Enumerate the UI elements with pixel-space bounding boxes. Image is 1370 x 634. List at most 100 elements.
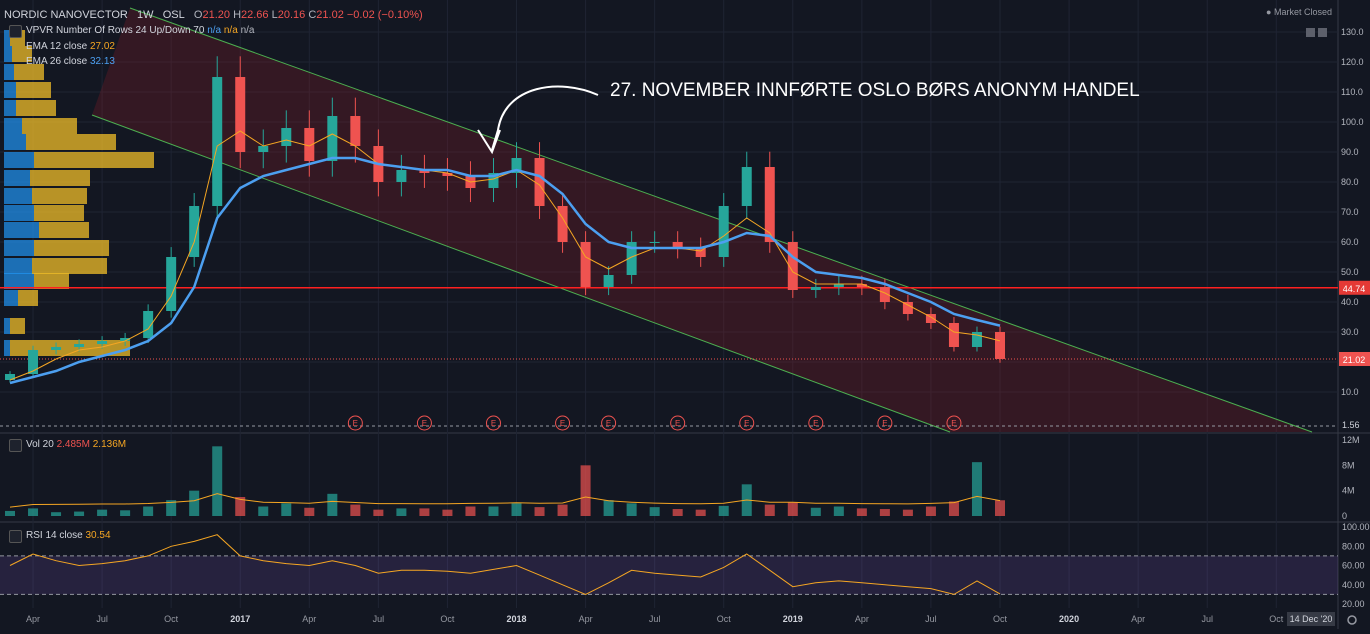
vpvr-up-bar [4, 170, 30, 186]
volume-bar [258, 506, 269, 516]
vpvr-down-bar [10, 318, 25, 334]
rsi-line [9, 534, 1001, 595]
volume-ma-line [9, 493, 1001, 508]
vpvr-down-bar [16, 82, 51, 98]
price-tick-label: 80.0 [1341, 177, 1359, 187]
price-tick-label: 40.0 [1341, 297, 1359, 307]
earnings-marker [555, 415, 571, 431]
screenshot-icon [1306, 28, 1315, 37]
open-label: O [193, 9, 203, 21]
earnings-marker [946, 415, 962, 431]
price-tick-label: 60.0 [1341, 237, 1359, 247]
price-tick-label: 130.0 [1341, 27, 1364, 37]
vpvr-up-bar [4, 188, 32, 204]
change-value: −0.02 (−0.10%) [346, 9, 423, 21]
earnings-marker-label: E [882, 419, 887, 428]
ema12-label: EMA 12 close [26, 41, 88, 52]
candle-body [5, 374, 15, 380]
rsi-collapse-button[interactable] [9, 530, 22, 543]
earnings-marker [601, 415, 617, 431]
candle-body [442, 173, 453, 176]
vpvr-down-bar [26, 134, 116, 150]
candle-body [695, 248, 706, 257]
symbol-interval[interactable]: 1W [137, 9, 154, 21]
earnings-marker-label: E [422, 419, 427, 428]
volume-bar [718, 505, 729, 516]
collapse-legend-button[interactable] [9, 25, 22, 38]
earnings-marker [416, 415, 432, 431]
rsi-band-fill [0, 555, 1338, 595]
volume-bar [488, 506, 499, 516]
vpvr-down-bar [39, 222, 89, 238]
volume-bar [948, 501, 959, 516]
vpvr-label: VPVR Number Of Rows 24 Up/Down 70 [26, 25, 205, 36]
ema12-value: 27.02 [89, 41, 115, 52]
close-value: 21.02 [316, 9, 344, 21]
vpvr-up-bar [4, 134, 26, 150]
candle-body [580, 242, 591, 287]
annotation-arrowhead [477, 129, 501, 155]
vpvr-up-bar [4, 258, 32, 274]
time-tick-label: Jul [649, 614, 661, 624]
candle-body [649, 242, 660, 243]
volume-bar [143, 506, 154, 516]
resistance-price-label: 44.74 [1343, 284, 1366, 294]
earnings-marker-label: E [744, 419, 749, 428]
price-tick-label: 90.0 [1341, 147, 1359, 157]
market-status: ● Market Closed [1266, 7, 1332, 17]
rsi-legend[interactable]: RSI 14 close 30.54 [26, 530, 111, 541]
candle-body [948, 323, 959, 347]
candle-body [488, 173, 499, 188]
volume-bar [971, 462, 982, 516]
volume-bar [235, 497, 246, 516]
candle-body [534, 158, 545, 206]
volume-bar [695, 509, 706, 516]
vpvr-up-bar [4, 152, 34, 168]
earnings-marker [670, 415, 686, 431]
vpvr-value-1: n/a [207, 25, 222, 36]
volume-bar [649, 507, 660, 516]
earnings-marker-label: E [951, 419, 956, 428]
vol-legend[interactable]: Vol 20 2.485M 2.136M [26, 439, 126, 450]
vpvr-down-bar [18, 290, 38, 306]
vol-collapse-button[interactable] [9, 439, 22, 452]
high-label: H [233, 9, 242, 21]
candle-body [143, 311, 154, 338]
candle-body [879, 287, 890, 302]
price-tick-label: 50.0 [1341, 267, 1359, 277]
time-tick-label: Jul [373, 614, 385, 624]
volume-bar [350, 504, 361, 516]
vpvr-down-bar [32, 258, 107, 274]
time-tick-label: Oct [1269, 614, 1284, 624]
vpvr-down-bar [12, 46, 32, 62]
ema26-legend[interactable]: EMA 26 close 32.13 [26, 56, 115, 67]
candle-body [833, 284, 844, 287]
vpvr-down-bar [14, 64, 44, 80]
candle-body [396, 170, 407, 182]
vpvr-down-bar [34, 273, 69, 289]
time-tick-label: 2020 [1059, 614, 1079, 624]
vpvr-legend[interactable]: VPVR Number Of Rows 24 Up/Down 70 n/a n/… [26, 25, 254, 36]
symbol-name[interactable]: NORDIC NANOVECTOR [4, 9, 128, 21]
candle-body [166, 257, 177, 311]
candle-body [741, 167, 752, 206]
vpvr-up-bar [4, 290, 18, 306]
price-tick-label: 30.0 [1341, 327, 1359, 337]
candle-body [189, 206, 200, 257]
vpvr-up-bar [4, 318, 10, 334]
volume-tick-label: 12M [1342, 435, 1360, 445]
earnings-marker-label: E [353, 419, 358, 428]
earnings-marker-label: E [560, 419, 565, 428]
time-tick-label: Oct [164, 614, 179, 624]
low-label: L [271, 9, 278, 21]
ema12-legend[interactable]: EMA 12 close 27.02 [26, 41, 115, 52]
earnings-marker-label: E [491, 419, 496, 428]
rsi-tick-label: 40.00 [1342, 580, 1365, 590]
vpvr-up-bar [4, 340, 10, 356]
candle-body [235, 77, 246, 152]
volume-bar [603, 500, 614, 516]
vpvr-down-bar [34, 205, 84, 221]
candle-body [764, 167, 775, 242]
